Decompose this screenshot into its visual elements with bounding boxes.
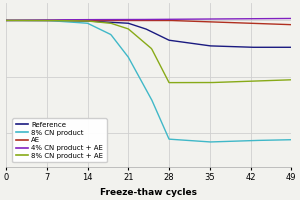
8% CN product xyxy=(117,44,121,46)
AE xyxy=(117,19,121,22)
Line: Reference: Reference xyxy=(6,20,291,47)
Reference xyxy=(212,45,215,47)
4% CN product + AE xyxy=(117,18,121,21)
Reference xyxy=(117,22,121,24)
4% CN product + AE xyxy=(184,18,187,20)
4% CN product + AE xyxy=(290,17,293,20)
Reference xyxy=(97,20,101,23)
8% CN product xyxy=(208,141,211,143)
AE xyxy=(212,21,215,23)
Reference xyxy=(39,19,42,22)
X-axis label: Freeze-thaw cycles: Freeze-thaw cycles xyxy=(100,188,197,197)
AE xyxy=(4,19,8,22)
Line: AE: AE xyxy=(6,20,291,25)
8% CN product + AE xyxy=(117,25,121,27)
8% CN product + AE xyxy=(212,81,216,84)
8% CN product xyxy=(97,28,101,30)
Reference xyxy=(184,41,187,44)
4% CN product + AE xyxy=(4,19,8,22)
4% CN product + AE xyxy=(212,18,215,20)
4% CN product + AE xyxy=(97,18,101,21)
8% CN product + AE xyxy=(184,81,188,84)
Line: 8% CN product + AE: 8% CN product + AE xyxy=(6,20,291,83)
Reference xyxy=(290,46,293,48)
AE xyxy=(290,23,293,26)
AE xyxy=(97,19,101,22)
Legend: Reference, 8% CN product, AE, 4% CN product + AE, 8% CN product + AE: Reference, 8% CN product, AE, 4% CN prod… xyxy=(12,118,106,162)
8% CN product xyxy=(290,139,293,141)
8% CN product xyxy=(39,19,42,22)
8% CN product + AE xyxy=(4,19,8,22)
8% CN product + AE xyxy=(211,81,214,84)
Reference xyxy=(210,45,214,47)
AE xyxy=(39,19,42,22)
8% CN product xyxy=(184,139,187,141)
AE xyxy=(210,21,214,23)
Line: 8% CN product: 8% CN product xyxy=(6,20,291,142)
Line: 4% CN product + AE: 4% CN product + AE xyxy=(6,18,291,20)
8% CN product + AE xyxy=(167,81,171,84)
8% CN product xyxy=(4,19,8,22)
Reference xyxy=(249,46,252,48)
8% CN product xyxy=(211,141,214,143)
8% CN product + AE xyxy=(39,19,42,22)
8% CN product + AE xyxy=(97,21,101,23)
4% CN product + AE xyxy=(39,19,42,21)
4% CN product + AE xyxy=(210,18,214,20)
Reference xyxy=(4,19,8,22)
8% CN product + AE xyxy=(290,79,293,81)
AE xyxy=(184,20,187,22)
8% CN product xyxy=(212,141,216,143)
